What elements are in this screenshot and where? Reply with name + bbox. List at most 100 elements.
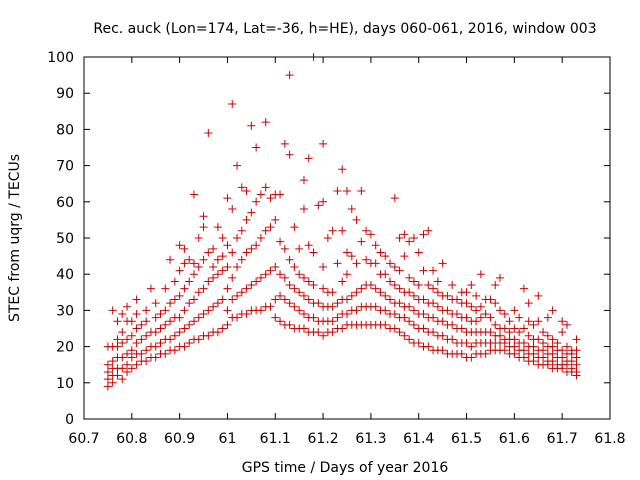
data-point (319, 197, 328, 206)
data-point (127, 364, 136, 373)
data-point (113, 371, 122, 380)
data-point (543, 313, 552, 322)
data-point (548, 342, 557, 351)
data-point (419, 324, 428, 333)
data-point (194, 288, 203, 297)
data-point (400, 252, 409, 261)
data-point (405, 288, 414, 297)
data-point (299, 324, 308, 333)
data-point (237, 255, 246, 264)
data-point (137, 320, 146, 329)
data-point (481, 349, 490, 358)
data-point (209, 273, 218, 282)
data-point (467, 302, 476, 311)
data-point (237, 226, 246, 235)
data-point (414, 338, 423, 347)
data-point (343, 310, 351, 319)
data-point (189, 190, 198, 199)
data-point (223, 306, 232, 315)
data-point (343, 295, 351, 304)
data-point (390, 194, 399, 203)
data-point (371, 241, 380, 250)
data-point (161, 320, 170, 329)
data-point (166, 317, 175, 326)
data-point (276, 270, 285, 279)
data-point (338, 165, 347, 174)
data-point (185, 320, 194, 329)
data-point (290, 302, 299, 311)
data-point (156, 310, 165, 319)
data-point (424, 342, 433, 351)
data-point (405, 335, 414, 344)
axis-ticks: 60.7 60.8 60.9 61 61.1 61.2 61.3 61.4 61.5 61.6 61… (47, 50, 625, 447)
data-point (170, 331, 179, 340)
data-point (242, 284, 251, 293)
data-point (338, 226, 347, 235)
data-point (328, 317, 337, 326)
y-tick-label: 50 (56, 231, 74, 247)
data-point (376, 288, 385, 297)
data-point (405, 317, 414, 326)
data-point (467, 353, 476, 362)
data-point (247, 208, 256, 217)
data-point (113, 317, 122, 326)
data-point (127, 353, 136, 362)
data-point (352, 259, 361, 268)
data-point (151, 328, 160, 337)
data-point (142, 331, 151, 340)
data-point (548, 335, 557, 344)
data-point (539, 346, 548, 355)
data-point (137, 335, 146, 344)
data-point (376, 248, 385, 257)
data-point (194, 313, 203, 322)
data-point (314, 299, 323, 308)
data-point (156, 338, 165, 347)
data-point (438, 331, 447, 340)
data-point (180, 284, 189, 293)
data-point (400, 230, 409, 239)
y-tick-label: 90 (56, 86, 74, 102)
data-point (529, 357, 538, 366)
data-point (467, 281, 476, 290)
data-point (123, 335, 132, 344)
data-point (199, 284, 208, 293)
data-point (166, 255, 175, 264)
data-point (381, 252, 390, 261)
data-point (539, 328, 548, 337)
data-point (290, 223, 299, 232)
data-point (309, 281, 318, 290)
data-point (452, 310, 461, 319)
data-point (519, 353, 528, 362)
data-point (429, 299, 438, 308)
y-axis-label: STEC from uqrg / TECUs (7, 154, 23, 322)
data-point (204, 306, 213, 315)
data-point (304, 295, 313, 304)
data-point (467, 342, 476, 351)
data-point (381, 291, 390, 300)
data-point (486, 328, 495, 337)
data-point (261, 183, 270, 192)
data-point (276, 190, 285, 199)
data-point (103, 375, 112, 384)
data-point (448, 335, 457, 344)
data-point (529, 320, 538, 329)
data-point (233, 161, 242, 170)
data-point (429, 266, 438, 275)
data-point (142, 317, 151, 326)
data-point (405, 237, 414, 246)
data-point (271, 295, 280, 304)
data-point (256, 234, 265, 242)
data-point (304, 277, 313, 286)
data-point (572, 346, 581, 355)
data-point (534, 317, 543, 326)
data-point (252, 143, 261, 152)
data-point (123, 349, 132, 358)
data-point (304, 154, 313, 163)
data-point (366, 230, 375, 239)
data-point (228, 100, 237, 109)
data-point (319, 262, 328, 271)
data-point (180, 342, 189, 351)
data-point (223, 262, 232, 271)
y-tick-label: 80 (56, 122, 74, 138)
